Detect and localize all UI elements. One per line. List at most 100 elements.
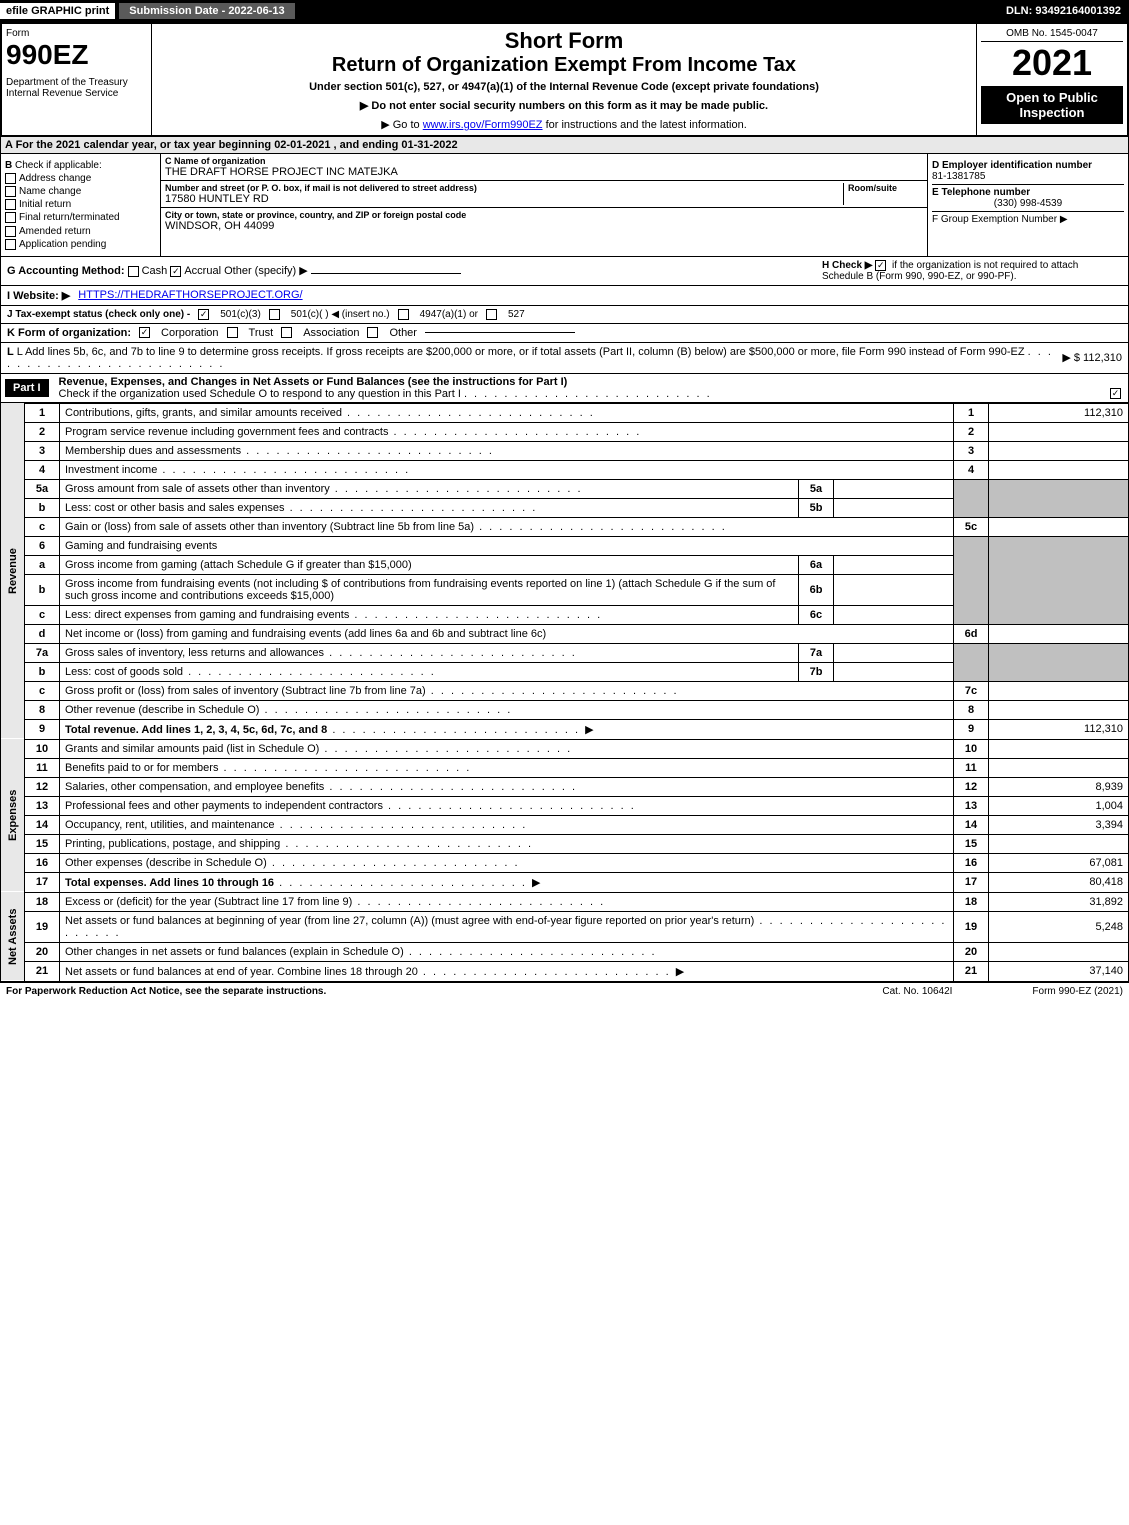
line-11-amt (989, 758, 1129, 777)
line-6b-sub: 6b (799, 574, 834, 605)
line-9-ref: 9 (954, 719, 989, 739)
line-17-amt: 80,418 (989, 872, 1129, 892)
check-final-return[interactable] (5, 212, 16, 223)
check-501c3[interactable] (198, 309, 209, 320)
row-l: L L Add lines 5b, 6c, and 7b to line 9 t… (0, 343, 1129, 374)
line-10-num: 10 (25, 739, 60, 758)
line-18-amt: 31,892 (989, 892, 1129, 911)
line-15-amt (989, 834, 1129, 853)
shaded-7 (954, 643, 989, 681)
check-schedule-o[interactable] (1110, 388, 1121, 399)
line-18-num: 18 (25, 892, 60, 911)
part-i-label: Part I (5, 379, 49, 397)
check-4947[interactable] (398, 309, 409, 320)
line-19-num: 19 (25, 911, 60, 942)
line-1-num: 1 (25, 403, 60, 422)
open-to-public: Open to Public Inspection (981, 86, 1123, 124)
form-label: Form (6, 28, 147, 39)
check-pending[interactable] (5, 239, 16, 250)
line-7c-num: c (25, 681, 60, 700)
line-12-desc: Salaries, other compensation, and employ… (65, 781, 324, 793)
line-13-num: 13 (25, 796, 60, 815)
part-i-check-text: Check if the organization used Schedule … (59, 388, 461, 400)
form-header: Form 990EZ Department of the Treasury In… (0, 22, 1129, 137)
line-13-ref: 13 (954, 796, 989, 815)
line-5a-val (834, 479, 954, 498)
shaded-5 (954, 479, 989, 517)
j-label: J Tax-exempt status (check only one) - (7, 309, 190, 320)
line-5a-desc: Gross amount from sale of assets other t… (65, 483, 330, 495)
line-6b-num: b (25, 574, 60, 605)
line-2-desc: Program service revenue including govern… (65, 426, 388, 438)
line-5c-desc: Gain or (loss) from sale of assets other… (65, 521, 474, 533)
line-4-amt (989, 460, 1129, 479)
city: WINDSOR, OH 44099 (165, 220, 923, 232)
form-number: 990EZ (6, 39, 147, 71)
line-18-desc: Excess or (deficit) for the year (Subtra… (65, 896, 352, 908)
check-527[interactable] (486, 309, 497, 320)
check-trust[interactable] (227, 327, 238, 338)
check-amended[interactable] (5, 226, 16, 237)
check-address-change[interactable] (5, 173, 16, 184)
part-i-header: Part I Revenue, Expenses, and Changes in… (0, 374, 1129, 403)
irs-link[interactable]: www.irs.gov/Form990EZ (423, 119, 543, 131)
check-cash[interactable] (128, 266, 139, 277)
row-j: J Tax-exempt status (check only one) - 5… (0, 306, 1129, 324)
line-6c-sub: 6c (799, 605, 834, 624)
shaded-6b (989, 536, 1129, 624)
line-14-amt: 3,394 (989, 815, 1129, 834)
submission-date: Submission Date - 2022-06-13 (119, 3, 294, 19)
website-link[interactable]: HTTPS://THEDRAFTHORSEPROJECT.ORG/ (78, 289, 302, 301)
room-label: Room/suite (848, 183, 923, 193)
line-7c-ref: 7c (954, 681, 989, 700)
b-item-1: Name change (19, 186, 81, 197)
line-14-desc: Occupancy, rent, utilities, and maintena… (65, 819, 275, 831)
line-13-amt: 1,004 (989, 796, 1129, 815)
check-h[interactable] (875, 260, 886, 271)
line-15-num: 15 (25, 834, 60, 853)
line-1-amt: 112,310 (989, 403, 1129, 422)
line-16-num: 16 (25, 853, 60, 872)
line-16-amt: 67,081 (989, 853, 1129, 872)
check-assoc[interactable] (281, 327, 292, 338)
row-i: I Website: ▶ HTTPS://THEDRAFTHORSEPROJEC… (0, 286, 1129, 306)
city-label: City or town, state or province, country… (165, 210, 923, 220)
line-6c-val (834, 605, 954, 624)
b-item-4: Amended return (19, 226, 91, 237)
line-15-ref: 15 (954, 834, 989, 853)
line-5a-sub: 5a (799, 479, 834, 498)
line-6d-desc: Net income or (loss) from gaming and fun… (60, 624, 954, 643)
check-initial-return[interactable] (5, 199, 16, 210)
d-label: D Employer identification number (932, 160, 1124, 171)
line-4-num: 4 (25, 460, 60, 479)
line-2-ref: 2 (954, 422, 989, 441)
line-17-desc: Total expenses. Add lines 10 through 16 (65, 877, 274, 889)
line-10-ref: 10 (954, 739, 989, 758)
efile-label: efile GRAPHIC print (0, 3, 115, 19)
line-5b-num: b (25, 498, 60, 517)
line-9-amt: 112,310 (989, 719, 1129, 739)
i-label: I Website: ▶ (7, 289, 70, 302)
l-amount: ▶ $ 112,310 (1062, 351, 1122, 364)
line-14-num: 14 (25, 815, 60, 834)
line-6d-ref: 6d (954, 624, 989, 643)
omb-number: OMB No. 1545-0047 (981, 28, 1123, 42)
line-7a-sub: 7a (799, 643, 834, 662)
check-other[interactable] (367, 327, 378, 338)
j-4947: 4947(a)(1) or (420, 309, 478, 320)
line-5a-num: 5a (25, 479, 60, 498)
line-6a-sub: 6a (799, 555, 834, 574)
check-name-change[interactable] (5, 186, 16, 197)
line-6a-desc: Gross income from gaming (attach Schedul… (60, 555, 799, 574)
line-6d-amt (989, 624, 1129, 643)
check-501c[interactable] (269, 309, 280, 320)
header-left: Form 990EZ Department of the Treasury In… (2, 24, 152, 135)
line-6b-val (834, 574, 954, 605)
line-7a-num: 7a (25, 643, 60, 662)
line-4-ref: 4 (954, 460, 989, 479)
check-accrual[interactable] (170, 266, 181, 277)
line-11-num: 11 (25, 758, 60, 777)
check-corp[interactable] (139, 327, 150, 338)
line-11-desc: Benefits paid to or for members (65, 762, 218, 774)
line-7c-amt (989, 681, 1129, 700)
